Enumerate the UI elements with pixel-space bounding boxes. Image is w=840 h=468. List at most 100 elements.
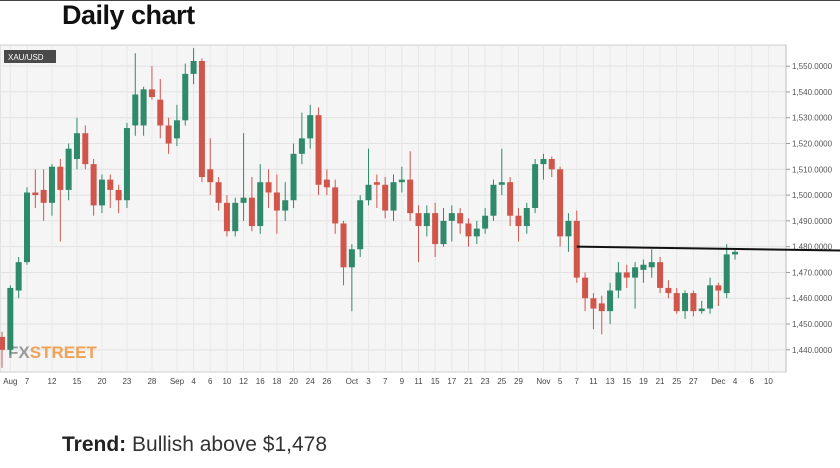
candle-body (632, 267, 639, 278)
x-tick-label: Oct (346, 377, 359, 386)
trend-label: Trend: (62, 433, 127, 456)
candle-body (573, 220, 580, 278)
candle-body (215, 182, 222, 203)
candle-body (73, 133, 80, 159)
x-tick-label: 18 (272, 377, 281, 386)
x-tick-label: 5 (558, 377, 563, 386)
candle-body (82, 133, 89, 165)
x-tick-label: 9 (400, 377, 405, 386)
candle-body (515, 215, 522, 227)
candle-body (265, 182, 272, 193)
candle-body (298, 138, 305, 154)
x-tick-label: 6 (749, 377, 754, 386)
candle-body (382, 184, 389, 211)
candle-body (732, 251, 739, 255)
candle-body (582, 277, 589, 299)
candle-body (148, 89, 155, 98)
candle-body (457, 213, 464, 224)
candle-body (65, 148, 72, 190)
candle-body (523, 207, 530, 227)
x-tick-label: 15 (431, 377, 440, 386)
candle-body (598, 303, 605, 312)
footer: Trend: Bullish above $1,478 (62, 433, 327, 457)
x-tick-label: 20 (98, 377, 107, 386)
x-tick-label: 20 (289, 377, 298, 386)
symbol: XAU/USD (8, 53, 44, 62)
candle-body (232, 202, 239, 232)
candle-body (590, 298, 597, 309)
candle-body (207, 169, 214, 183)
x-tick-label: Dec (711, 377, 725, 386)
x-tick-label: 13 (606, 377, 615, 386)
x-tick-label: 7 (25, 377, 30, 386)
x-tick-label: 12 (239, 377, 248, 386)
candle-body (540, 158, 547, 165)
x-tick-label: 11 (589, 377, 598, 386)
candle-body (165, 125, 172, 144)
badge-bg (4, 50, 56, 63)
candle-body (448, 213, 455, 221)
candle-body (348, 249, 355, 268)
x-tick-label: 6 (208, 377, 213, 386)
x-tick-label: 21 (656, 377, 665, 386)
candle-body (32, 192, 39, 196)
x-tick-label: 12 (48, 377, 57, 386)
candle-body (390, 182, 397, 211)
x-tick-label: 7 (383, 377, 388, 386)
x-tick-label: 15 (73, 377, 82, 386)
candle-body (190, 60, 197, 74)
x-tick-label: Aug (3, 377, 17, 386)
candle-body (198, 60, 205, 178)
candle-body (723, 254, 730, 294)
x-tick-label: Nov (536, 377, 550, 386)
x-tick-label: 19 (639, 377, 648, 386)
candle-body (498, 182, 505, 185)
candle-body (40, 189, 47, 203)
candle-body (307, 115, 314, 139)
y-tick-label: 1,450.0000 (792, 320, 833, 329)
x-tick-label: 10 (222, 377, 231, 386)
y-tick-label: 1,520.0000 (792, 140, 833, 149)
candle-body (248, 197, 255, 227)
top-rule (0, 0, 840, 1)
candle-body (282, 200, 289, 211)
x-tick-label: 4 (191, 377, 196, 386)
candle-body (440, 220, 447, 245)
candle-body (290, 153, 297, 201)
candle-body (123, 128, 130, 201)
x-tick-label: 26 (322, 377, 331, 386)
y-tick-label: 1,540.0000 (792, 88, 833, 97)
candle-body (565, 220, 572, 237)
candle-body (115, 189, 122, 201)
candle-body (273, 192, 280, 211)
x-tick-label: 17 (447, 377, 456, 386)
trend-text: Bullish above $1,478 (132, 433, 327, 456)
candle-body (23, 192, 30, 263)
candle-body (323, 179, 330, 188)
candle-body (257, 182, 264, 227)
candle-body (657, 262, 664, 288)
y-tick-label: 1,510.0000 (792, 165, 833, 174)
candle-body (490, 184, 497, 216)
candle-body (707, 285, 714, 309)
candle-body (682, 293, 689, 312)
candle-body (615, 272, 622, 291)
candle-body (98, 179, 105, 206)
candle-body (690, 293, 697, 312)
candle-body (673, 293, 680, 312)
symbol-badge: XAU/USD (4, 50, 56, 63)
candle-body (15, 262, 22, 291)
candle-body (507, 182, 514, 216)
x-tick-label: 29 (514, 377, 523, 386)
watermark-part: STREET (30, 343, 98, 362)
chart: 1,440.0000 1,450.0000 1,460.0000 1,470.0000… (0, 44, 840, 386)
watermark: FXSTREET (8, 343, 97, 362)
x-tick-label: 15 (622, 377, 631, 386)
candle-body (482, 215, 489, 229)
x-tick-label: 25 (672, 377, 681, 386)
watermark-part: FX (8, 343, 30, 362)
x-tick-label: Sep (170, 377, 185, 386)
x-tick-label: 11 (414, 377, 423, 386)
candle-body (365, 184, 372, 201)
x-tick-label: 16 (256, 377, 265, 386)
